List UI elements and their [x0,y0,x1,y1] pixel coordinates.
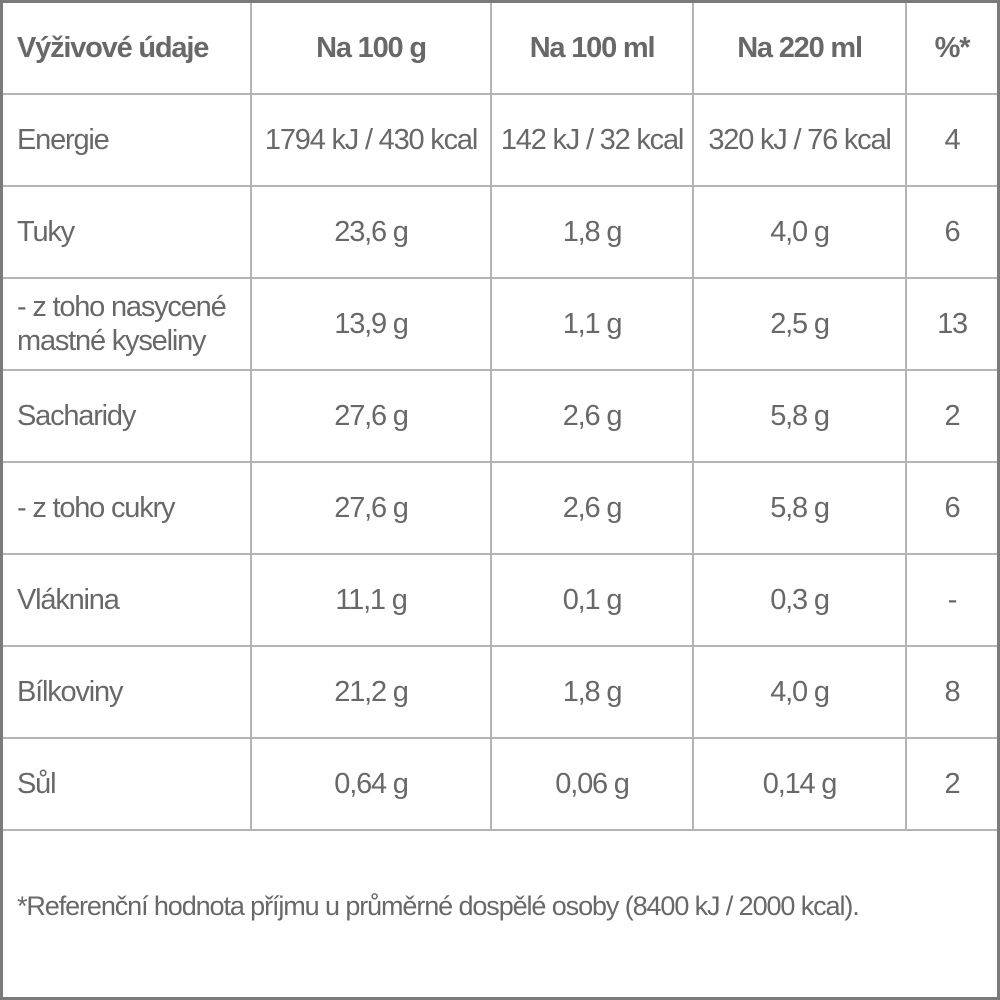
nutrient-value: - [905,553,997,647]
nutrient-value: 1,8 g [490,645,694,739]
nutrient-value: 27,6 g [250,369,492,463]
nutrient-label: Sůl [3,737,252,831]
nutrient-value: 0,06 g [490,737,694,831]
header-cell: Výživové údaje [3,3,252,95]
nutrient-value: 2 [905,369,997,463]
nutrient-value: 21,2 g [250,645,492,739]
table-row: Energie 1794 kJ / 430 kcal 142 kJ / 32 kca… [3,94,997,187]
nutrient-value: 1,1 g [490,277,694,371]
nutrient-value: 13 [905,277,997,371]
footnote-row: *Referenční hodnota příjmu u průměrné do… [3,830,997,981]
nutrient-value: 0,64 g [250,737,492,831]
nutrient-label: - z toho cukry [3,461,252,555]
nutrient-value: 6 [905,461,997,555]
nutrient-value: 0,1 g [490,553,694,647]
nutrient-value: 4 [905,94,997,187]
header-cell: %* [905,3,997,95]
nutrition-table: Výživové údaje Na 100 g Na 100 ml Na 220… [3,3,997,981]
nutrient-value: 11,1 g [250,553,492,647]
nutrient-value: 1,8 g [490,185,694,279]
nutrient-value: 6 [905,185,997,279]
nutrient-value: 2,5 g [692,277,907,371]
nutrient-label: Tuky [3,185,252,279]
nutrient-value: 1794 kJ / 430 kcal [250,94,492,187]
nutrient-value: 0,3 g [692,553,907,647]
nutrient-value: 4,0 g [692,645,907,739]
nutrient-value: 2,6 g [490,369,694,463]
nutrient-value: 5,8 g [692,461,907,555]
nutrient-value: 8 [905,645,997,739]
nutrient-value: 13,9 g [250,277,492,371]
nutrient-value: 320 kJ / 76 kcal [692,94,907,187]
nutrient-label: Sacharidy [3,369,252,463]
header-cell: Na 220 ml [692,3,907,95]
header-cell: Na 100 g [250,3,492,95]
nutrient-value: 4,0 g [692,185,907,279]
table-row: Vláknina 11,1 g 0,1 g 0,3 g- [3,553,997,647]
nutrient-value: 23,6 g [250,185,492,279]
header-cell: Na 100 ml [490,3,694,95]
nutrient-value: 2,6 g [490,461,694,555]
nutrient-label: - z toho nasycené mastné kyseliny [3,277,252,371]
header-row: Výživové údaje Na 100 g Na 100 ml Na 220… [3,3,997,95]
nutrient-value: 0,14 g [692,737,907,831]
nutrient-value: 27,6 g [250,461,492,555]
nutrient-value: 5,8 g [692,369,907,463]
footnote: *Referenční hodnota příjmu u průměrné do… [17,891,860,921]
nutrient-value: 142 kJ / 32 kcal [490,94,694,187]
nutrient-label: Bílkoviny [3,645,252,739]
nutrient-label: Vláknina [3,553,252,647]
nutrient-label: Energie [3,94,252,187]
nutrient-value: 2 [905,737,997,831]
